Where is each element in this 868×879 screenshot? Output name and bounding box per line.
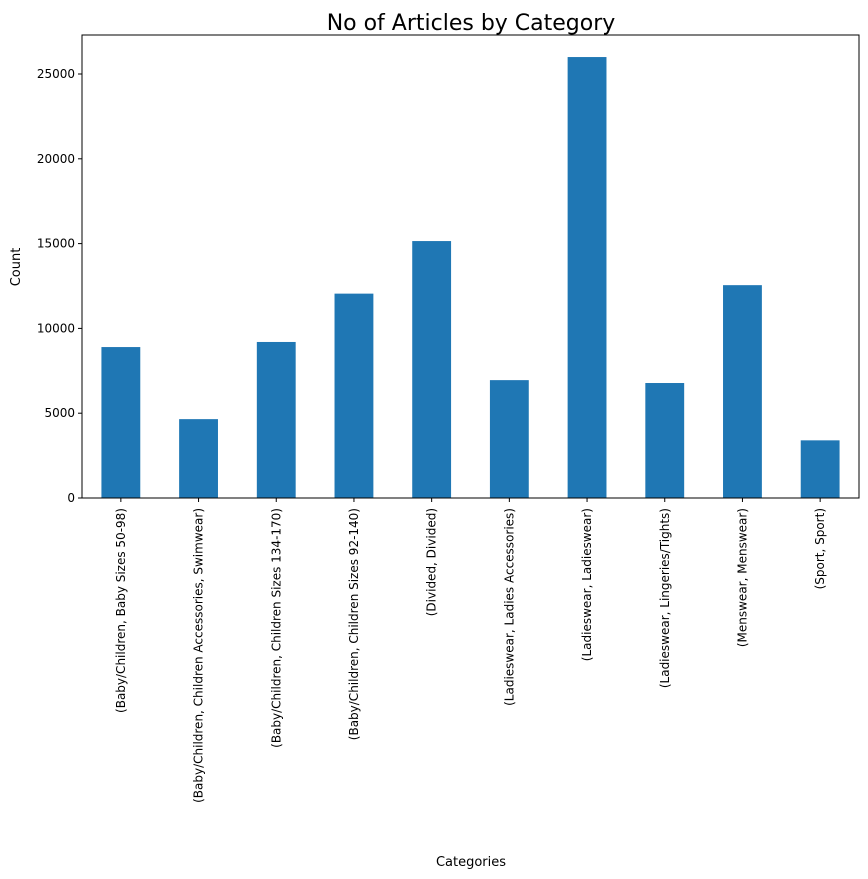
- x-tick-label: (Baby/Children, Children Sizes 134-170): [269, 508, 283, 748]
- bar: [489, 380, 529, 498]
- y-tick-label: 20000: [37, 152, 75, 166]
- x-tick-label: (Sport, Sport): [813, 508, 827, 589]
- y-tick-label: 0: [67, 491, 75, 505]
- bar: [567, 57, 607, 499]
- y-axis-label: Count: [9, 248, 24, 287]
- bar: [256, 341, 296, 498]
- bar: [723, 285, 762, 498]
- x-tick-label: (Baby/Children, Children Sizes 92-140): [347, 508, 361, 740]
- plot-frame: [81, 34, 860, 499]
- x-tick-label: (Baby/Children, Children Accessories, Sw…: [192, 508, 206, 803]
- x-tick-label: (Ladieswear, Ladieswear): [580, 508, 594, 661]
- chart-title: No of Articles by Category: [327, 11, 616, 36]
- y-tick-label: 5000: [44, 406, 75, 420]
- bar: [412, 241, 452, 499]
- y-tick-label: 25000: [37, 67, 75, 81]
- bar: [334, 293, 374, 498]
- x-tick-label: (Menswear, Menswear): [735, 508, 749, 647]
- bar: [101, 347, 141, 498]
- x-tick-label: (Baby/Children, Baby Sizes 50-98): [114, 508, 128, 713]
- x-tick-label: (Ladieswear, Lingeries/Tights): [658, 508, 672, 688]
- bar: [800, 440, 840, 498]
- bar: [179, 419, 218, 498]
- x-tick-label: (Divided, Divided): [425, 508, 439, 616]
- y-tick-label: 15000: [37, 237, 75, 251]
- x-axis-ticks: (Baby/Children, Baby Sizes 50-98) (Baby/C…: [114, 498, 827, 803]
- bar: [645, 383, 685, 498]
- x-axis-label: Categories: [436, 855, 506, 870]
- y-tick-label: 10000: [37, 321, 75, 335]
- y-axis-ticks: 0 5000 10000 15000 20000 25000: [37, 67, 82, 505]
- bars-group: [101, 57, 840, 499]
- x-tick-label: (Ladieswear, Ladies Accessories): [502, 508, 516, 706]
